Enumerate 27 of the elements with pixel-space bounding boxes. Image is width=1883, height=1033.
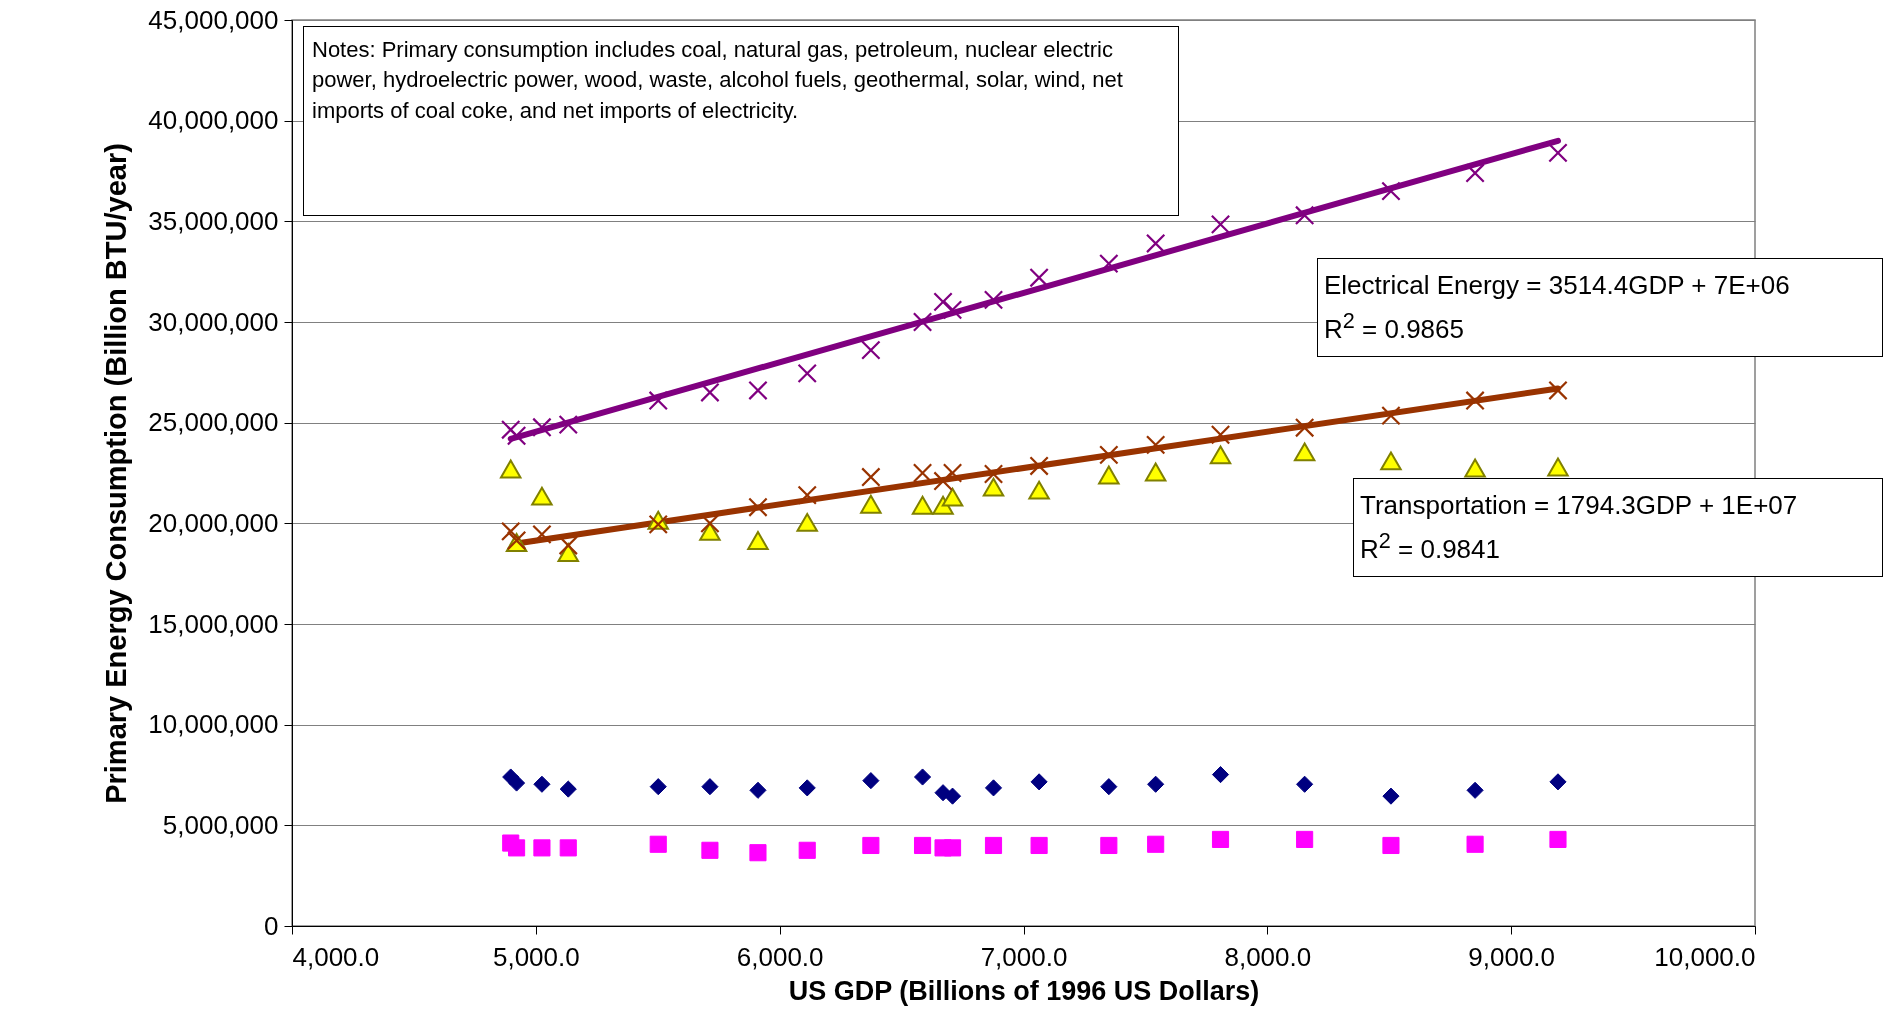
x-tick-label: 8,000.0 [1224,941,1312,972]
annotation: R$^{2}$ = 0.9841 [1360,526,1501,566]
x-tick-label: 6,000.0 [736,941,824,972]
x-tick-label: 7,000.0 [980,941,1068,972]
annotation: R$^{2}$ = 0.9865 [1324,306,1465,346]
x-tick-label: 5,000.0 [492,941,580,972]
y-tick-label: 45,000,000 [148,4,279,35]
text-box: Transportation = 1794.3GDP + 1E+07 R$^{2}$ = 0.9841 [1353,478,1883,578]
x-tick-label: 9,000.0 [1468,941,1556,972]
y-tick-label: 30,000,000 [148,306,279,337]
y-tick-label: 25,000,000 [148,407,279,438]
y-tick-label: 10,000,000 [148,709,279,740]
y-tick-label: 40,000,000 [148,105,279,136]
x-tick-label: 10,000.0 [1654,941,1756,972]
x-tick-label: 4,000.0 [292,941,380,972]
text-box: Electrical Energy = 3514.4GDP + 7E+06 R$^{2}$ = 0.9865 [1317,258,1883,358]
annotation: Notes: Primary consumption includes coal, natural gas, petroleum, nuclear electric power, hydroelectric power, wood, waste, alcohol fuels, geothermal, solar, wind, net imports of coal coke, and net imports of electricity. [312,36,1124,125]
annotation: Electrical Energy = 3514.4GDP + 7E+06 [1324,269,1791,302]
y-tick-label: 0 [264,910,279,941]
y-tick-label: 35,000,000 [148,205,279,236]
y-tick-label: 15,000,000 [148,608,279,639]
x-axis-title: US GDP (Billions of 1996 US Dollars) [788,975,1260,1006]
text-box: Notes: Primary consumption includes coal, natural gas, petroleum, nuclear electric power, hydroelectric power, wood, waste, alcohol fuels, geothermal, solar, wind, net imports of coal coke, and net imports of electricity. [303,26,1179,216]
annotation: Transportation = 1794.3GDP + 1E+07 [1360,489,1799,522]
y-tick-label: 20,000,000 [148,507,279,538]
y-axis-title: Primary Energy Consumption (Billion BTU/year) [100,143,133,804]
y-tick-label: 5,000,000 [162,809,279,840]
